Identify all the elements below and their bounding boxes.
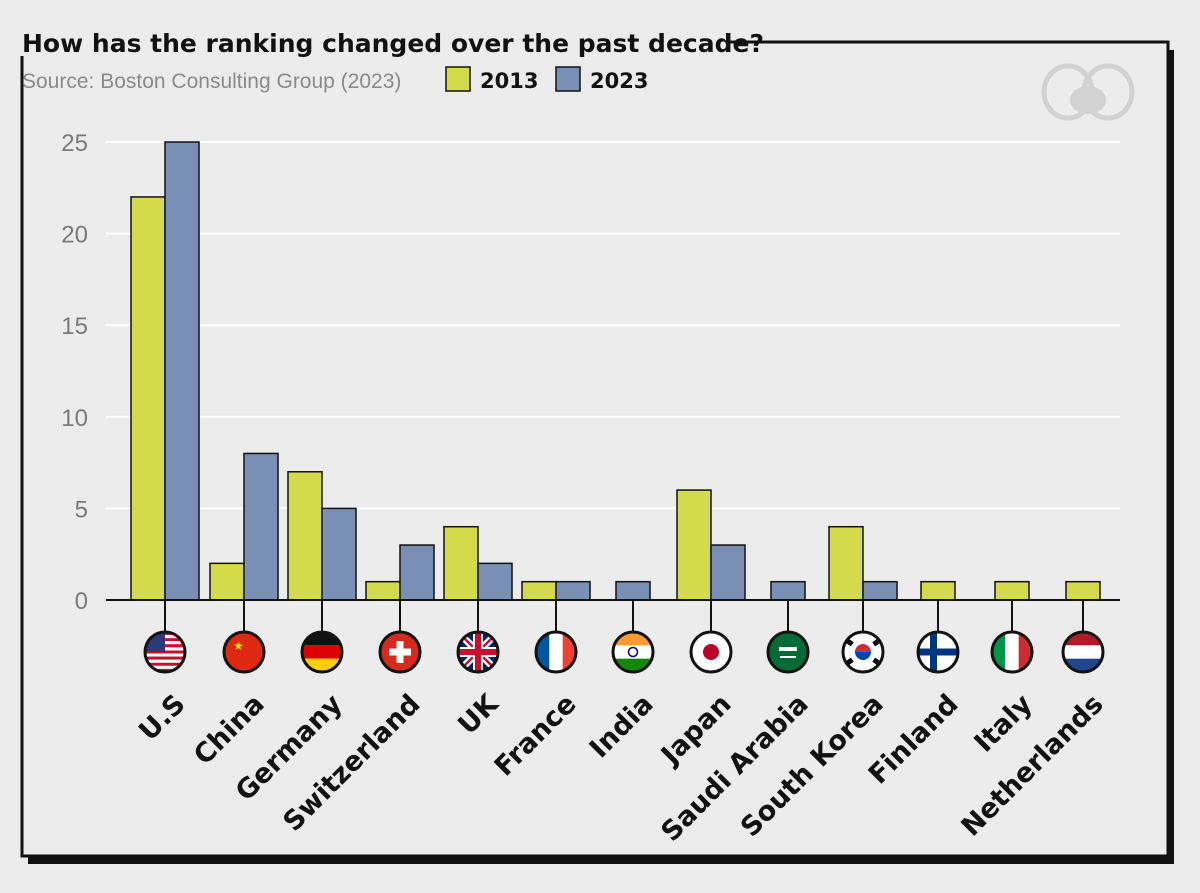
bar-2023 — [710, 544, 746, 601]
bar-2013 — [443, 525, 479, 601]
bar-2023 — [164, 141, 200, 601]
bar-2023 — [770, 580, 806, 601]
china-flag-icon: ★ — [222, 630, 266, 674]
bar-2013 — [828, 525, 864, 601]
chart-title: How has the ranking changed over the pas… — [22, 29, 764, 58]
y-axis-ticks: 0 5 10 15 20 25 — [61, 130, 88, 615]
legend-label-2013: 2013 — [480, 69, 538, 93]
italy-flag-icon — [990, 630, 1034, 674]
y-tick-label: 10 — [61, 405, 88, 432]
y-tick-label: 20 — [61, 222, 88, 249]
y-tick-label: 25 — [61, 130, 88, 157]
publisher-logo-icon — [1041, 63, 1135, 121]
bar-2013 — [209, 562, 245, 601]
bar-2013 — [1065, 580, 1101, 601]
bar-2013 — [920, 580, 956, 601]
bar-2023 — [399, 544, 435, 601]
y-tick-label: 5 — [75, 496, 88, 523]
saudi-arabia-flag-icon — [766, 630, 810, 674]
card-frame — [20, 40, 1170, 858]
chart-source: Source: Boston Consulting Group (2023) — [22, 70, 401, 93]
switzerland-flag-icon — [378, 630, 422, 674]
south-korea-flag-icon — [841, 630, 885, 674]
bar-2013 — [521, 580, 557, 601]
country-flags: ★ — [143, 600, 1105, 674]
bar-2023 — [321, 507, 357, 601]
bar-2023 — [477, 562, 513, 601]
uk-flag-icon — [456, 630, 500, 674]
bar-2013 — [994, 580, 1030, 601]
india-flag-icon — [611, 630, 655, 674]
bar-2013 — [676, 489, 712, 601]
legend-label-2023: 2023 — [590, 69, 648, 93]
legend: 2013 2023 — [445, 66, 648, 93]
germany-flag-icon — [300, 630, 344, 674]
bar-2023 — [615, 580, 651, 601]
bar-2023 — [862, 580, 898, 601]
legend-swatch-2013 — [445, 66, 471, 92]
france-flag-icon — [534, 630, 578, 674]
us-flag-icon — [143, 630, 187, 674]
bar-2023 — [243, 452, 279, 601]
bar-2013 — [130, 196, 166, 601]
y-tick-label: 0 — [75, 588, 88, 615]
finland-flag-icon — [916, 630, 960, 674]
svg-text:★: ★ — [233, 639, 244, 653]
legend-swatch-2023 — [555, 66, 581, 92]
bar-2023 — [555, 580, 591, 601]
bar-2013 — [365, 580, 401, 601]
bar-2013 — [287, 471, 323, 601]
title-backdrop — [15, 26, 727, 56]
netherlands-flag-icon — [1061, 630, 1105, 674]
bars — [130, 141, 1101, 601]
y-tick-label: 15 — [61, 313, 88, 340]
japan-flag-icon — [689, 630, 733, 674]
